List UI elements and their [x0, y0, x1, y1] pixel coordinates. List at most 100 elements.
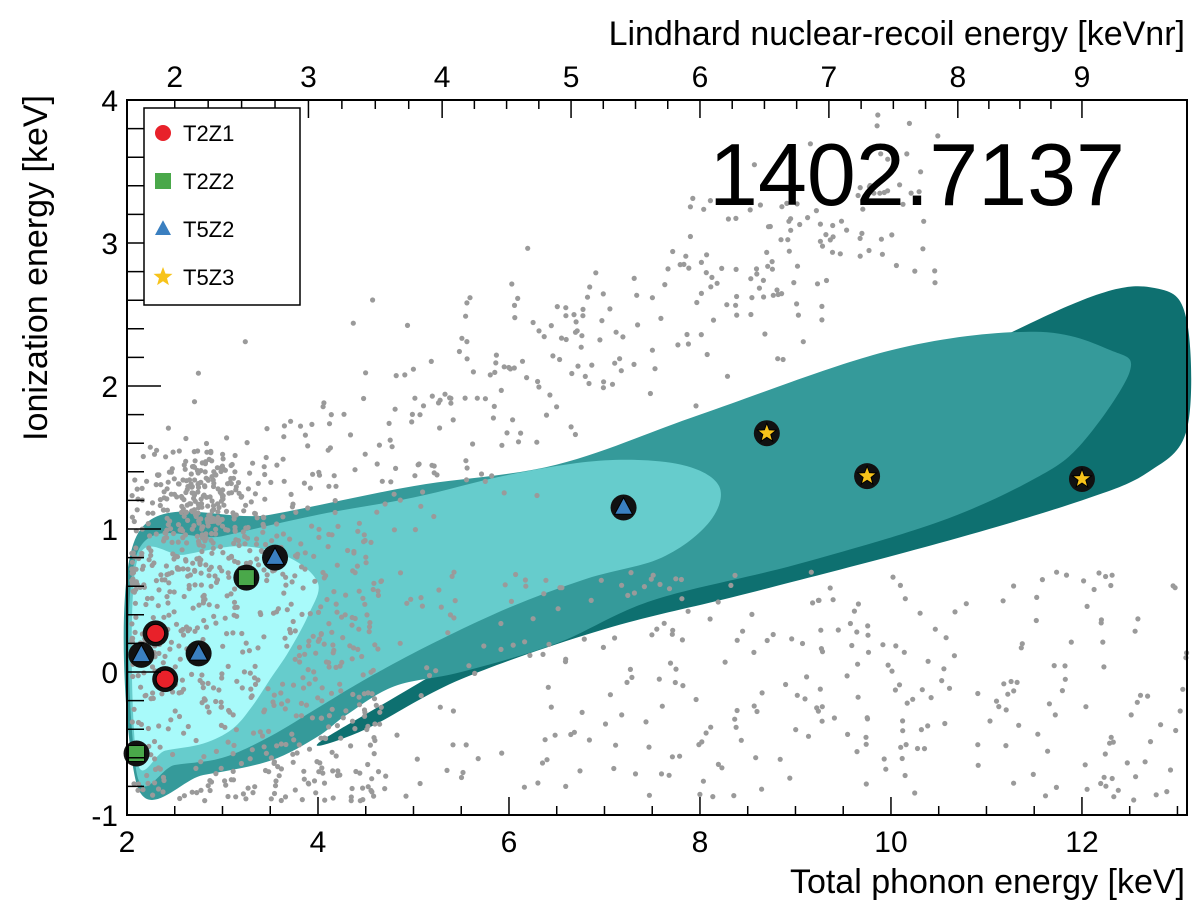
- background-point: [1102, 751, 1108, 757]
- background-point: [540, 651, 546, 658]
- background-point: [356, 520, 362, 526]
- background-point: [472, 670, 478, 677]
- background-point: [1167, 767, 1174, 773]
- background-point: [232, 469, 238, 475]
- background-point: [619, 582, 625, 588]
- background-point: [609, 381, 616, 387]
- background-point: [252, 511, 258, 517]
- background-point: [409, 411, 415, 417]
- background-point: [900, 718, 906, 724]
- background-point: [219, 671, 225, 677]
- background-point: [393, 373, 399, 379]
- background-point: [258, 548, 264, 554]
- background-point: [310, 471, 316, 477]
- background-point: [389, 444, 395, 450]
- background-point: [329, 706, 335, 712]
- background-point: [1133, 774, 1139, 780]
- event-point-circle: [155, 669, 175, 689]
- background-point: [224, 435, 230, 441]
- background-point: [140, 563, 146, 569]
- background-point: [191, 399, 198, 405]
- event-point-t5z2: [185, 640, 212, 667]
- background-point: [155, 603, 161, 609]
- background-point: [863, 781, 869, 787]
- background-point: [808, 569, 814, 575]
- background-point: [172, 708, 178, 714]
- background-point: [863, 741, 869, 747]
- background-point: [502, 582, 508, 588]
- background-point: [270, 699, 276, 705]
- background-point: [146, 557, 152, 563]
- background-point: [264, 577, 270, 584]
- background-point: [166, 580, 172, 586]
- background-point: [208, 450, 214, 456]
- legend-item: T2Z2: [155, 169, 234, 194]
- background-point: [759, 786, 765, 792]
- background-point: [391, 491, 397, 497]
- background-point: [360, 785, 366, 791]
- background-point: [1033, 617, 1039, 624]
- background-point: [129, 719, 135, 725]
- background-point: [214, 465, 220, 471]
- background-point: [527, 652, 533, 659]
- background-point: [524, 375, 530, 381]
- background-point: [180, 506, 186, 512]
- background-point: [363, 554, 369, 560]
- background-point: [580, 306, 586, 312]
- background-point: [513, 571, 519, 578]
- background-point: [285, 698, 291, 704]
- background-point: [161, 507, 167, 513]
- background-point: [892, 687, 899, 693]
- background-point: [320, 770, 326, 776]
- event-point-t5z2: [262, 544, 289, 571]
- background-point: [335, 768, 341, 774]
- background-point: [199, 524, 205, 530]
- background-point: [878, 236, 885, 242]
- background-point: [196, 602, 202, 608]
- background-point: [932, 268, 938, 274]
- top-tick-label: 9: [1074, 61, 1091, 94]
- legend-label: T5Z3: [183, 265, 234, 290]
- background-point: [482, 396, 488, 402]
- background-point: [817, 686, 823, 692]
- background-point: [370, 586, 376, 593]
- background-point: [220, 643, 226, 649]
- background-point: [167, 589, 173, 595]
- background-point: [223, 508, 230, 514]
- background-point: [823, 232, 829, 238]
- background-point: [261, 464, 267, 470]
- background-point: [515, 439, 522, 445]
- background-point: [920, 246, 926, 252]
- background-point: [219, 568, 225, 574]
- background-point: [321, 575, 327, 581]
- background-point: [309, 421, 315, 427]
- background-point: [525, 245, 531, 251]
- background-point: [482, 478, 488, 484]
- background-point: [180, 528, 186, 534]
- background-point: [261, 515, 267, 521]
- background-point: [764, 637, 770, 644]
- background-point: [378, 578, 385, 584]
- background-point: [444, 767, 450, 774]
- annotation-label: 1402.7137: [709, 125, 1125, 224]
- background-point: [233, 537, 239, 543]
- background-point: [290, 751, 296, 757]
- background-point: [1042, 793, 1049, 799]
- background-point: [145, 521, 151, 527]
- background-point: [255, 480, 261, 486]
- background-point: [434, 472, 440, 478]
- background-point: [203, 440, 210, 447]
- background-point: [228, 475, 234, 482]
- background-point: [203, 624, 209, 630]
- background-point: [854, 749, 860, 755]
- background-point: [908, 190, 914, 196]
- background-point: [181, 730, 187, 736]
- background-point: [788, 216, 794, 222]
- background-point: [365, 761, 371, 768]
- background-point: [255, 562, 262, 568]
- background-point: [208, 564, 214, 570]
- background-point: [315, 609, 322, 616]
- background-point: [1158, 722, 1164, 728]
- top-tick-label: 4: [434, 61, 451, 94]
- background-point: [181, 793, 187, 799]
